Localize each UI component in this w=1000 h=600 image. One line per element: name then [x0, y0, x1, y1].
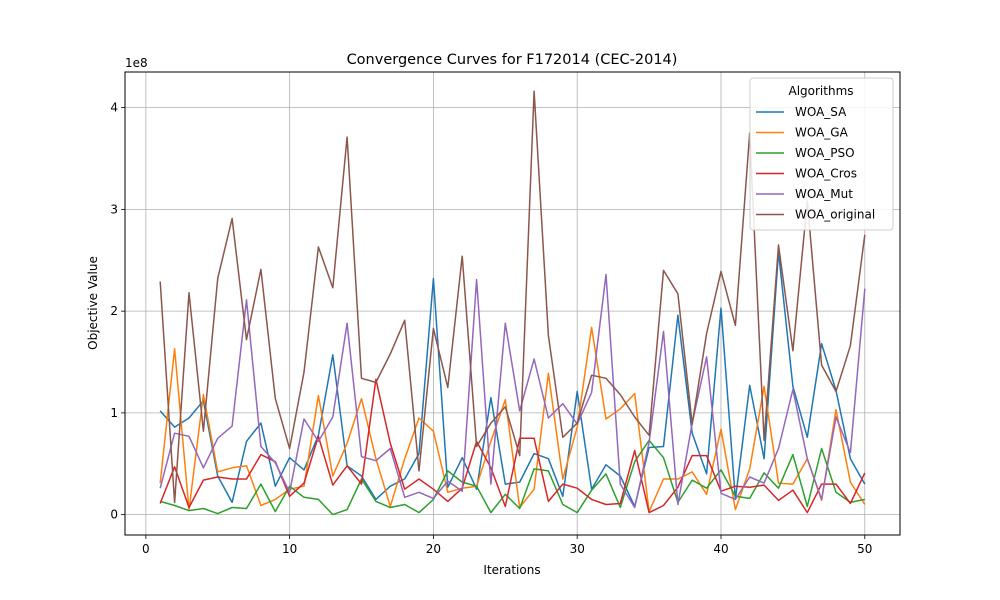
- legend-entry: WOA_Cros: [756, 167, 857, 181]
- series-line-woa-sa: [159, 251, 866, 508]
- legend-entry: WOA_original: [756, 208, 875, 222]
- legend-label: WOA_Mut: [795, 187, 853, 201]
- series-lines: [159, 90, 866, 516]
- x-tick-label: 40: [713, 542, 728, 556]
- x-tick-label: 0: [142, 542, 150, 556]
- legend-entry: WOA_SA: [756, 105, 847, 119]
- legend-items: WOA_SA WOA_GA WOA_PSO WOA_Cros WOA_Mut WOA_or…: [756, 105, 875, 222]
- x-tick-label: 50: [857, 542, 872, 556]
- x-axis-label: Iterations: [483, 563, 540, 577]
- legend-label: WOA_GA: [795, 126, 849, 140]
- series-line-woa-original: [159, 90, 866, 504]
- y-tick-label: 0: [110, 508, 118, 522]
- legend-entry: WOA_PSO: [756, 146, 855, 160]
- y-tick-label: 2: [110, 304, 118, 318]
- y-scale-label: 1e8: [125, 56, 148, 70]
- legend-label: WOA_SA: [795, 105, 847, 119]
- x-tick-label: 10: [282, 542, 297, 556]
- y-axis-ticks: 0 1 2 3 4: [110, 101, 125, 522]
- y-tick-label: 4: [110, 101, 118, 115]
- y-axis-label: Objective Value: [86, 256, 100, 350]
- series-line-woa-ga: [159, 326, 866, 513]
- series-line-woa-pso: [159, 439, 865, 516]
- legend-label: WOA_original: [795, 208, 875, 222]
- legend-label: WOA_PSO: [795, 146, 855, 160]
- legend-label: WOA_Cros: [795, 167, 857, 181]
- x-tick-label: 30: [570, 542, 585, 556]
- y-tick-label: 1: [110, 406, 118, 420]
- legend: Algorithms WOA_SAWOA_GAWOA_PSOWOA_CrosWO…: [749, 77, 894, 231]
- x-axis-ticks: 0 10 20 30 40 50: [142, 535, 872, 556]
- plot-frame: [124, 71, 901, 536]
- y-tick-label: 3: [110, 202, 118, 216]
- legend-entry: WOA_GA: [756, 126, 849, 140]
- legend-title: Algorithms: [788, 84, 853, 98]
- chart-title: Convergence Curves for F172014 (CEC-2014…: [347, 52, 678, 68]
- legend-entry: WOA_Mut: [756, 187, 853, 201]
- series-line-woa-mut: [159, 273, 866, 509]
- legend-box: [749, 77, 894, 231]
- x-tick-label: 20: [426, 542, 441, 556]
